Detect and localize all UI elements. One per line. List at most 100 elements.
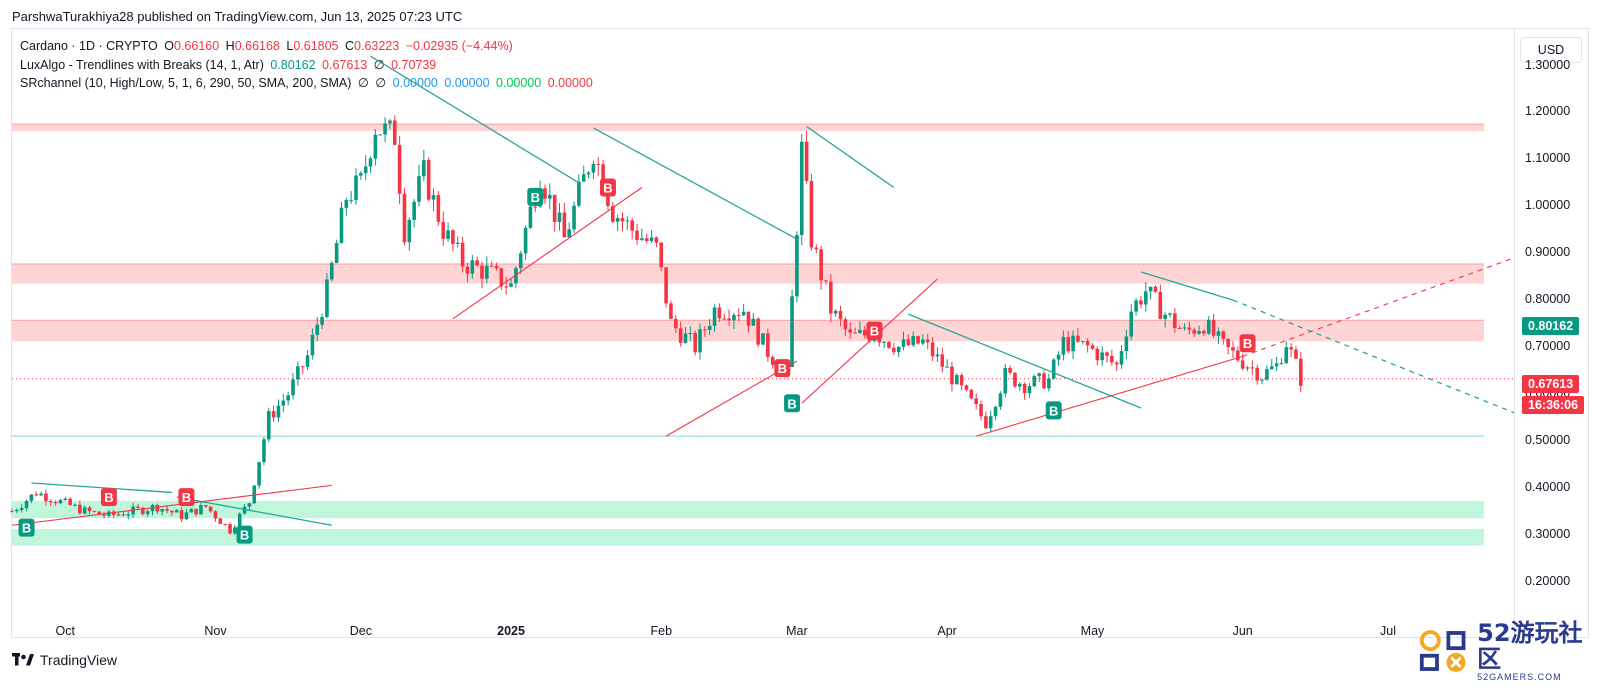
- tradingview-logo[interactable]: TradingView: [12, 652, 117, 668]
- candle-body: [1066, 337, 1071, 352]
- candle-body: [1061, 337, 1066, 355]
- candle-body: [1095, 348, 1100, 361]
- candle-body: [625, 220, 630, 222]
- symbol-label[interactable]: Cardano · 1D · CRYPTO: [20, 39, 158, 53]
- break-marker-label: B: [104, 490, 113, 505]
- legend-row-luxalgo[interactable]: LuxAlgo - Trendlines with Breaks (14, 1,…: [20, 57, 436, 72]
- currency-button[interactable]: USD: [1520, 37, 1582, 63]
- candle-body: [116, 514, 121, 516]
- candle-body: [630, 220, 634, 231]
- candle-body: [606, 192, 610, 206]
- candle-body: [940, 354, 945, 367]
- break-marker-label: B: [182, 490, 191, 505]
- candle-body: [833, 310, 838, 314]
- candle-body: [397, 144, 402, 194]
- candle-body: [756, 318, 760, 345]
- candle-body: [1294, 349, 1298, 359]
- legend-row-symbol[interactable]: Cardano · 1D · CRYPTO O0.66160 H0.66168 …: [20, 39, 513, 53]
- luxalgo-label[interactable]: LuxAlgo - Trendlines with Breaks (14, 1,…: [20, 58, 264, 72]
- candle-body: [1226, 338, 1230, 348]
- candle-body: [892, 347, 896, 353]
- candle-body: [514, 268, 518, 284]
- ohlc-high-value: 0.66168: [234, 39, 280, 53]
- candle-body: [10, 511, 14, 513]
- candle-body: [950, 366, 954, 385]
- candle-body: [204, 505, 208, 507]
- tradingview-brand: TradingView: [40, 652, 118, 668]
- candle-body: [417, 176, 421, 202]
- candle-body: [1139, 300, 1143, 305]
- candle-body: [320, 317, 324, 325]
- candle-body: [63, 498, 68, 501]
- candle-body: [102, 514, 106, 516]
- candle-body: [53, 502, 58, 504]
- break-marker-bg: [866, 321, 883, 340]
- candle-body: [160, 508, 164, 512]
- candle-body: [82, 507, 87, 514]
- candle-body: [489, 265, 494, 267]
- candle-body: [349, 199, 353, 201]
- candle-body: [993, 406, 998, 417]
- candle-body: [276, 405, 281, 418]
- candle-body: [460, 242, 465, 267]
- candle-body: [877, 338, 882, 343]
- candle-body: [819, 249, 823, 281]
- candle-body: [310, 334, 315, 356]
- chart-frame: [11, 28, 1589, 638]
- candle-body: [955, 375, 959, 385]
- candle-body: [577, 181, 581, 206]
- price-tick-label: 0.40000: [1525, 479, 1571, 494]
- candle-body: [1032, 376, 1037, 387]
- candle-body: [964, 385, 969, 390]
- candle-body: [422, 159, 426, 177]
- candle-body: [1279, 363, 1284, 365]
- candle-body: [693, 332, 697, 353]
- candle-body: [344, 200, 349, 208]
- candle-body: [1148, 286, 1153, 292]
- candle-body: [281, 400, 286, 406]
- candle-body: [911, 336, 915, 346]
- candle-body: [649, 237, 654, 242]
- candle-body: [373, 134, 378, 159]
- candle-body: [431, 195, 436, 200]
- candle-body: [644, 238, 649, 242]
- candle-body: [1240, 360, 1245, 369]
- candle-body: [799, 141, 804, 236]
- candle-body: [305, 355, 310, 367]
- candle-body: [24, 500, 29, 509]
- candle-body: [979, 404, 983, 417]
- candle-body: [504, 286, 509, 288]
- srchannel-label[interactable]: SRchannel (10, High/Low, 5, 1, 6, 290, 5…: [20, 76, 352, 90]
- candle-body: [543, 188, 547, 199]
- candle-body: [635, 230, 639, 240]
- candle-body: [916, 336, 920, 344]
- candle-body: [1090, 345, 1095, 349]
- legend-row-srchannel[interactable]: SRchannel (10, High/Low, 5, 1, 6, 290, 5…: [20, 75, 593, 90]
- candle-body: [242, 506, 247, 514]
- price-tick-label: 0.80000: [1525, 292, 1571, 307]
- candle-body: [988, 416, 993, 429]
- candle-body: [174, 510, 179, 513]
- candle-body: [465, 266, 470, 274]
- time-tick-label: Apr: [937, 624, 957, 638]
- time-tick-label: Feb: [650, 624, 673, 638]
- buy-marker-label: B: [240, 528, 249, 543]
- time-tick-label: May: [1080, 624, 1105, 638]
- candle-body: [170, 510, 174, 513]
- candle-body: [470, 260, 475, 274]
- candle-body: [412, 201, 416, 220]
- candle-body: [722, 318, 727, 320]
- candle-body: [523, 227, 528, 254]
- candle-body: [601, 164, 605, 193]
- candle-body: [1085, 341, 1090, 346]
- luxalgo-empty: ∅: [373, 58, 385, 72]
- candle-body: [1211, 319, 1216, 336]
- support-trendline: [801, 278, 938, 404]
- buy-marker-bg: [236, 525, 253, 544]
- candle-body: [329, 262, 334, 280]
- candle-body: [266, 411, 271, 440]
- candle-body: [1047, 378, 1051, 389]
- candle-body: [1202, 330, 1206, 334]
- candle-body: [1119, 351, 1124, 365]
